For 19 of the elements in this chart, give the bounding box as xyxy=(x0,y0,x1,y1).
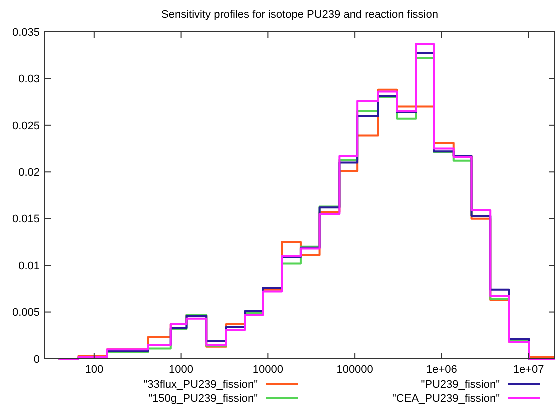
legend-label: "150g_PU239_fission" xyxy=(148,392,258,405)
x-tick-label: 1000 xyxy=(169,364,194,376)
y-tick-label: 0 xyxy=(34,354,40,366)
x-tick-label: 100000 xyxy=(336,364,374,376)
legend-label: "PU239_fission" xyxy=(421,378,500,391)
legend-label: "33flux_PU239_fission" xyxy=(144,378,258,391)
x-tick-label: 100 xyxy=(85,364,104,376)
y-tick-label: 0.015 xyxy=(12,214,40,226)
legend-label: "CEA_PU239_fission" xyxy=(392,392,500,405)
y-tick-label: 0.02 xyxy=(18,166,40,179)
x-tick-label: 1e+06 xyxy=(426,364,458,376)
x-tick-label: 10000 xyxy=(252,364,284,376)
y-tick-label: 0.03 xyxy=(18,74,40,86)
chart-title: Sensitivity profiles for isotope PU239 and reaction fission xyxy=(162,9,438,21)
y-tick-label: 0.025 xyxy=(12,120,40,132)
y-tick-label: 0.035 xyxy=(12,26,40,39)
x-tick-label: 1e+07 xyxy=(513,364,544,376)
y-tick-label: 0.005 xyxy=(12,307,40,320)
y-tick-label: 0.01 xyxy=(18,260,40,272)
